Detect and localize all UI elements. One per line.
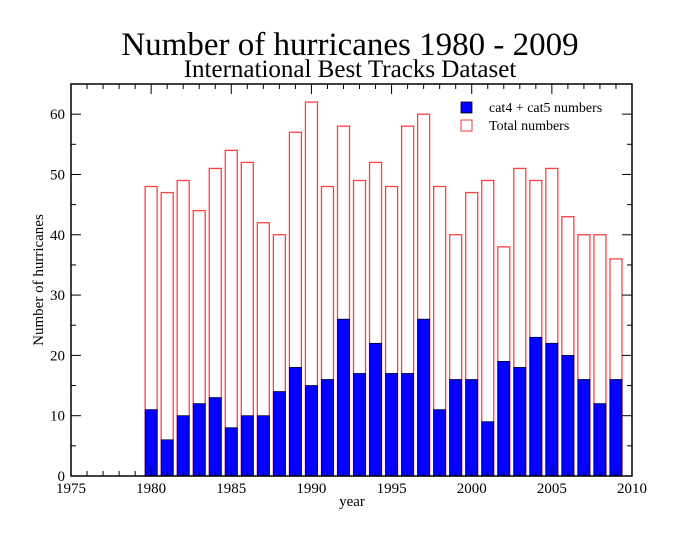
bar-total-1985 bbox=[224, 149, 238, 477]
x-tick-label: 2000 bbox=[457, 481, 487, 497]
y-tick-label: 40 bbox=[50, 228, 65, 244]
bar-cat45-2000 bbox=[465, 379, 479, 477]
bars-group bbox=[144, 101, 623, 477]
y-tick-label: 60 bbox=[50, 107, 65, 123]
x-tick-label: 2010 bbox=[617, 481, 647, 497]
y-tick-label: 50 bbox=[50, 167, 65, 183]
bar-cat45-1984 bbox=[208, 397, 222, 477]
bar-cat45-1991 bbox=[321, 379, 334, 477]
bar-cat45-1983 bbox=[192, 403, 206, 477]
legend-label-cat45: cat4 + cat5 numbers bbox=[489, 101, 602, 116]
bar-cat45-1989 bbox=[288, 367, 302, 477]
bar-cat45-1987 bbox=[256, 415, 270, 477]
bar-cat45-1981 bbox=[160, 439, 174, 477]
bar-cat45-1992 bbox=[337, 318, 350, 477]
bar-cat45-2006 bbox=[561, 354, 575, 477]
bar-total-1981 bbox=[160, 191, 174, 477]
plot-frame bbox=[70, 83, 633, 477]
y-tick-label: 30 bbox=[50, 288, 65, 304]
x-tick-label: 1995 bbox=[377, 481, 407, 497]
legend-label-total: Total numbers bbox=[489, 119, 569, 134]
bar-cat45-1982 bbox=[176, 415, 190, 477]
y-tick-label: 10 bbox=[50, 409, 65, 425]
legend-swatch-cat45 bbox=[460, 101, 473, 114]
bar-cat45-1999 bbox=[449, 379, 463, 477]
bar-cat45-2002 bbox=[497, 361, 511, 477]
bar-cat45-2009 bbox=[609, 379, 623, 477]
y-tick-label: 20 bbox=[50, 348, 65, 364]
y-axis-label: Number of hurricanes bbox=[31, 214, 47, 346]
bar-cat45-1994 bbox=[369, 342, 382, 477]
bar-cat45-2003 bbox=[513, 367, 527, 477]
bar-cat45-1998 bbox=[433, 409, 447, 477]
bar-cat45-2004 bbox=[529, 336, 543, 477]
bar-cat45-2001 bbox=[481, 421, 495, 477]
legend: cat4 + cat5 numbers Total numbers bbox=[460, 101, 602, 134]
bar-cat45-1996 bbox=[401, 373, 415, 477]
x-tick-label: 1990 bbox=[296, 481, 326, 497]
x-tick-label: 1980 bbox=[136, 481, 166, 497]
bar-cat45-1986 bbox=[240, 415, 254, 477]
chart-title: Number of hurricanes 1980 - 2009 bbox=[121, 27, 578, 63]
x-tick-label: 2005 bbox=[537, 481, 567, 497]
x-axis: 1975 1980 1985 1990 1995 2000 2005 2010 bbox=[56, 84, 647, 497]
legend-swatch-total bbox=[460, 119, 473, 132]
bar-cat45-2005 bbox=[545, 342, 559, 477]
x-tick-label: 1985 bbox=[216, 481, 246, 497]
x-tick-label: 1975 bbox=[56, 481, 86, 497]
chart-subtitle: International Best Tracks Dataset bbox=[184, 56, 517, 83]
bar-cat45-1990 bbox=[305, 385, 318, 477]
y-axis: 0 10 20 30 40 50 60 bbox=[50, 83, 632, 485]
bar-cat45-1988 bbox=[272, 391, 286, 477]
bar-cat45-1993 bbox=[353, 373, 366, 477]
y-tick-label: 0 bbox=[58, 469, 66, 485]
bar-cat45-2008 bbox=[593, 403, 607, 477]
bar-cat45-1997 bbox=[417, 318, 431, 477]
bar-cat45-1995 bbox=[385, 373, 398, 477]
x-axis-label: year bbox=[339, 494, 365, 510]
bar-cat45-2007 bbox=[577, 379, 591, 477]
